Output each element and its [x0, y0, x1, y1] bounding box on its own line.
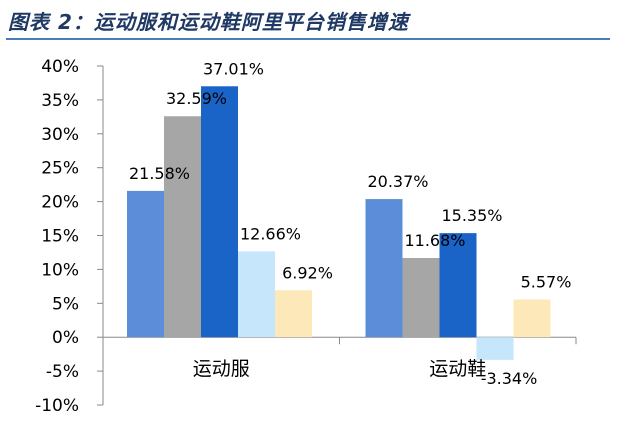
data-label: 37.01%: [203, 59, 264, 78]
bar: [476, 337, 514, 360]
data-label: 15.35%: [441, 206, 502, 225]
y-tick-label: 10%: [41, 260, 79, 280]
bar: [365, 199, 403, 338]
data-label: 21.58%: [129, 164, 190, 183]
data-label: 6.92%: [282, 263, 333, 282]
bar: [127, 190, 164, 338]
bar: [513, 299, 551, 338]
y-tick-label: 0%: [52, 328, 79, 348]
title-underline: [6, 38, 610, 40]
y-tick-label: 35%: [41, 91, 79, 111]
data-label: 32.59%: [166, 89, 227, 108]
data-label: -3.34%: [481, 369, 538, 388]
chart-title: 图表 2：运动服和运动鞋阿里平台销售增速: [8, 10, 409, 34]
y-tick-label: 5%: [52, 294, 79, 314]
data-label: 5.57%: [521, 272, 572, 291]
bar: [164, 116, 201, 338]
data-label: 11.68%: [404, 231, 465, 250]
y-tick-label: -10%: [35, 396, 79, 416]
data-label: 20.37%: [367, 172, 428, 191]
bar: [275, 290, 312, 338]
y-tick-label: 20%: [41, 193, 79, 213]
bar: [238, 251, 275, 338]
y-tick-label: 40%: [41, 57, 79, 77]
y-tick-label: 30%: [41, 125, 79, 145]
bar: [201, 86, 238, 338]
title-bar: 图表 2：运动服和运动鞋阿里平台销售增速: [0, 0, 632, 40]
bar: [402, 258, 440, 338]
x-category-label: 运动服: [193, 358, 250, 380]
y-tick-label: -5%: [46, 362, 79, 382]
x-category-label: 运动鞋: [429, 358, 486, 380]
data-label: 12.66%: [240, 224, 301, 243]
y-tick-label: 25%: [41, 159, 79, 179]
y-tick-label: 15%: [41, 227, 79, 247]
bar: [439, 233, 477, 338]
